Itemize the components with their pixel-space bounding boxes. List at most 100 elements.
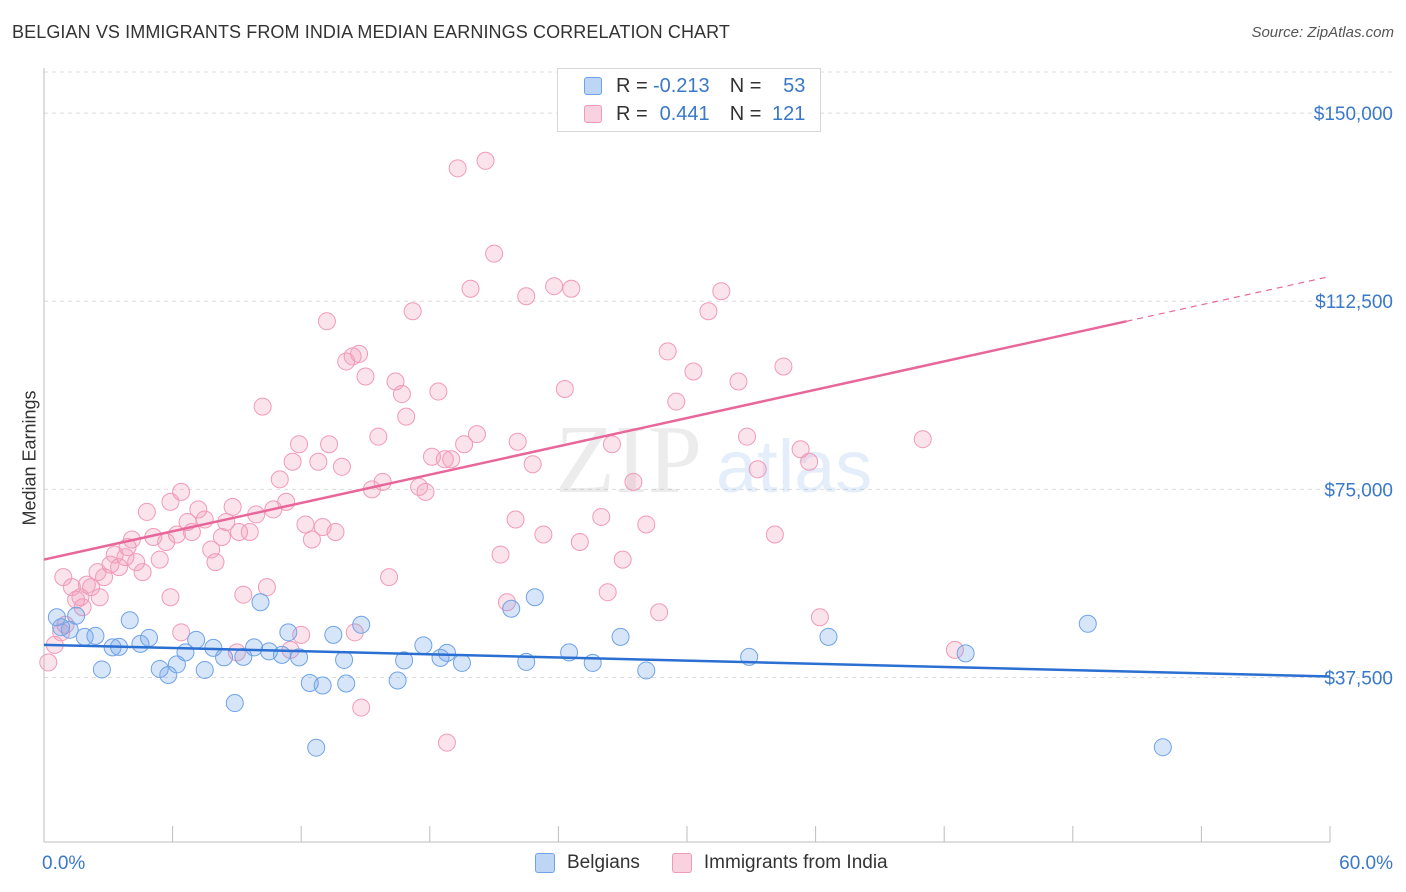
legend-item-india[interactable]: Immigrants from India [671,852,888,874]
watermark: ZIP atlas [555,406,872,514]
data-point [667,392,686,411]
correlation-legend: R = -0.213 N = 53 R = 0.441 N = 121 [557,68,821,132]
data-point [765,525,784,544]
data-point [388,671,407,690]
data-point [225,694,244,713]
data-point [403,302,422,321]
series-legend: Belgians Immigrants from India [535,852,920,874]
data-point [212,528,231,547]
data-point [345,623,364,642]
data-point [251,593,270,612]
data-point [90,588,109,607]
data-point [624,472,643,491]
data-point [317,312,336,331]
data-point [485,244,504,263]
data-point [309,452,328,471]
data-point [525,588,544,607]
data-point [467,425,486,444]
source-credit: Source: ZipAtlas.com [1251,24,1394,41]
data-point [570,533,589,552]
data-point [324,625,343,644]
data-point [602,435,621,454]
data-point [810,608,829,627]
data-point [502,599,521,618]
data-point [729,372,748,391]
data-point [562,279,581,298]
data-point [414,636,433,655]
data-point [279,623,298,642]
data-point [369,427,388,446]
legend-label-india: Immigrants from India [703,852,888,873]
data-point [448,159,467,178]
legend-r-label: R = [616,74,648,97]
data-point [326,522,345,541]
data-point [611,627,630,646]
x-tick-label: 0.0% [42,853,85,874]
data-point [47,608,66,627]
data-point [290,435,309,454]
legend-n-value: 53 [783,74,806,97]
data-point [658,342,677,361]
legend-item-belgians[interactable]: Belgians [535,852,640,874]
y-tick-label: $37,500 [1324,668,1393,689]
data-point [161,588,180,607]
legend-row-india: R = 0.441 N = 121 [584,101,805,127]
data-point [332,457,351,476]
trend-line-extension [1126,275,1331,322]
data-point [272,645,291,664]
data-point [187,630,206,649]
data-point [800,452,819,471]
data-point [172,623,191,642]
data-point [356,367,375,386]
series-belgians-points [47,588,1172,757]
legend-r-label: R = [616,102,648,125]
x-tick-labels: 0.0% 60.0% [42,853,1393,874]
x-tick-label: 60.0% [1339,853,1393,874]
legend-swatch-india [584,105,602,123]
data-point [517,287,536,306]
data-point [283,452,302,471]
data-point [133,563,152,582]
data-point [712,282,731,301]
data-point [956,644,975,663]
data-point [791,440,810,459]
axes [43,68,1331,843]
data-point [335,650,354,669]
data-point [161,492,180,511]
data-point [397,407,416,426]
trend-line [43,643,1331,678]
y-tick-label: $75,000 [1324,480,1393,501]
data-point [39,653,58,672]
data-point [592,507,611,526]
data-point [491,545,510,564]
data-point [416,482,435,501]
watermark-zip: ZIP [555,406,702,514]
data-point [455,435,474,454]
data-point [913,430,932,449]
data-point [373,472,392,491]
data-point [352,698,371,717]
data-point [534,525,553,544]
legend-row-belgians: R = -0.213 N = 53 [584,73,805,99]
data-point [435,450,454,469]
data-point [337,674,356,693]
data-point [637,515,656,534]
y-tick-label: $150,000 [1314,104,1393,125]
y-tick-label: $112,500 [1315,292,1393,313]
data-point [352,615,371,634]
data-point [437,643,456,662]
data-point [140,628,159,647]
data-point [699,302,718,321]
legend-swatch-india [671,853,692,873]
data-point [476,151,495,170]
data-point [545,277,564,296]
data-point [598,583,617,602]
data-point [774,357,793,376]
legend-r-value: -0.213 [652,74,710,97]
data-point [245,638,264,657]
data-point [206,553,225,572]
data-point [110,558,129,577]
data-point [195,660,214,679]
data-point [442,450,461,469]
